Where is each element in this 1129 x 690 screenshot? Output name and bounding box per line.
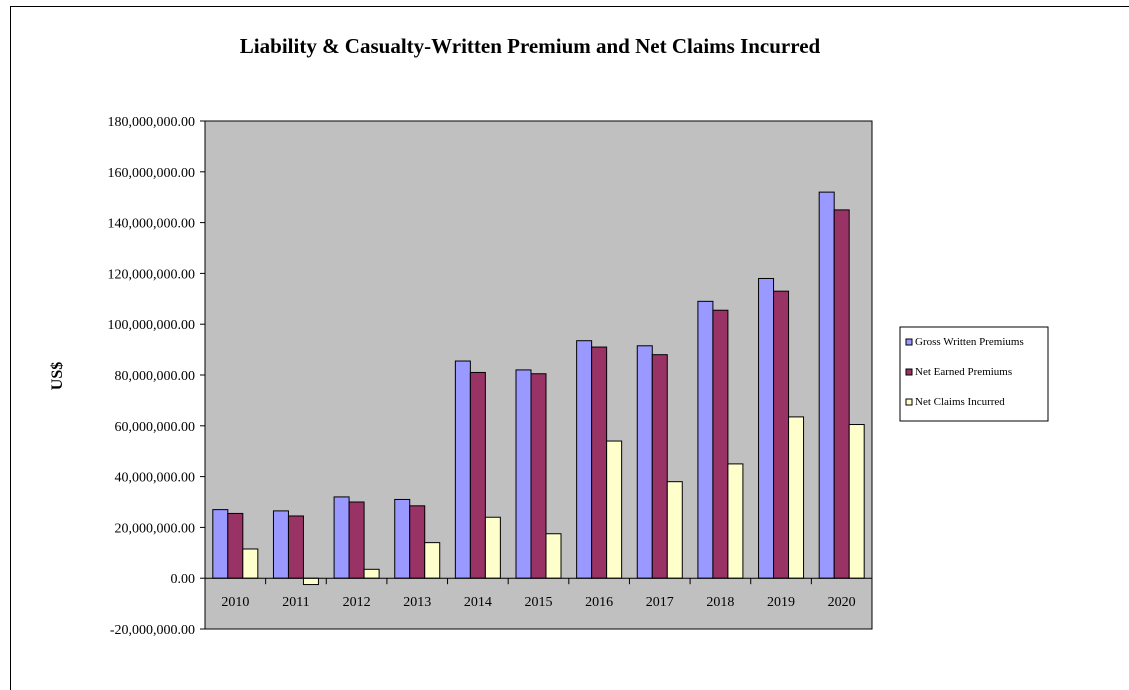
bar-gross-written-premiums [515, 369, 532, 579]
bar-net-earned-premiums [469, 371, 486, 579]
legend-label: Net Claims Incurred [915, 396, 1005, 408]
bar-net-earned-premiums [530, 373, 547, 579]
y-tick-label: -20,000,000.00 [110, 623, 195, 638]
y-tick-label: 100,000,000.00 [108, 318, 196, 333]
chart-title: Liability & Casualty-Written Premium and… [240, 34, 821, 58]
bar-gross-written-premiums [212, 509, 229, 579]
y-tick-label: 120,000,000.00 [108, 267, 196, 282]
bar-net-claims-incurred [606, 440, 623, 579]
bar-gross-written-premiums [758, 277, 775, 579]
bar-net-claims-incurred [363, 568, 380, 579]
bar-net-claims-incurred [788, 416, 805, 579]
x-tick-label: 2013 [403, 595, 431, 610]
legend-swatch [905, 368, 913, 376]
bar-net-earned-premiums [591, 346, 608, 579]
bar-gross-written-premiums [576, 340, 593, 579]
x-tick-label: 2020 [828, 595, 856, 610]
bar-net-claims-incurred [424, 542, 441, 579]
y-axis-label: US$ [49, 362, 66, 390]
bar-gross-written-premiums [272, 510, 289, 579]
legend-label: Gross Written Premiums [915, 336, 1024, 348]
bar-net-claims-incurred [242, 548, 259, 579]
bar-net-claims-incurred [484, 516, 501, 579]
legend-label: Net Earned Premiums [915, 366, 1012, 378]
x-tick-label: 2011 [282, 595, 309, 610]
y-tick-label: 20,000,000.00 [115, 521, 196, 536]
bar-gross-written-premiums [333, 496, 350, 579]
bar-gross-written-premiums [636, 345, 653, 579]
bar-net-earned-premiums [287, 515, 304, 579]
bar-net-earned-premiums [227, 512, 244, 579]
legend-box [899, 326, 1049, 422]
y-tick-label: 0.00 [171, 572, 196, 587]
y-tick-label: 40,000,000.00 [115, 471, 196, 486]
bar-net-claims-incurred [727, 463, 744, 579]
bar-net-earned-premiums [712, 309, 729, 579]
x-tick-label: 2014 [464, 595, 492, 610]
bar-net-claims-incurred [302, 577, 319, 586]
x-tick-label: 2016 [585, 595, 613, 610]
x-tick-label: 2017 [646, 595, 674, 610]
y-tick-label: 160,000,000.00 [108, 166, 196, 181]
bar-gross-written-premiums [697, 300, 714, 579]
y-tick-label: 60,000,000.00 [115, 420, 196, 435]
bar-net-earned-premiums [651, 354, 668, 579]
bar-net-claims-incurred [848, 424, 865, 579]
bar-net-claims-incurred [666, 481, 683, 579]
x-tick-label: 2012 [343, 595, 371, 610]
y-tick-label: 180,000,000.00 [108, 115, 196, 130]
bar-net-earned-premiums [409, 505, 426, 579]
bar-gross-written-premiums [818, 191, 835, 579]
bar-gross-written-premiums [454, 360, 471, 579]
x-tick-label: 2018 [706, 595, 734, 610]
legend-swatch [905, 338, 913, 346]
x-tick-label: 2015 [525, 595, 553, 610]
y-tick-label: 140,000,000.00 [108, 217, 196, 232]
bar-gross-written-premiums [394, 498, 411, 579]
bar-net-earned-premiums [833, 209, 850, 579]
bar-net-earned-premiums [773, 290, 790, 579]
legend-swatch [905, 398, 913, 406]
chart-frame [10, 6, 1129, 690]
x-tick-label: 2010 [221, 595, 249, 610]
legend: Gross Written Premiums Net Earned Premium… [899, 326, 1049, 422]
bar-net-claims-incurred [545, 533, 562, 579]
x-tick-label: 2019 [767, 595, 795, 610]
axes-group: -20,000,000.00 0.00 20,000,000.00 40,000,00… [108, 115, 873, 638]
bar-net-earned-premiums [348, 501, 365, 579]
y-tick-label: 80,000,000.00 [115, 369, 196, 384]
